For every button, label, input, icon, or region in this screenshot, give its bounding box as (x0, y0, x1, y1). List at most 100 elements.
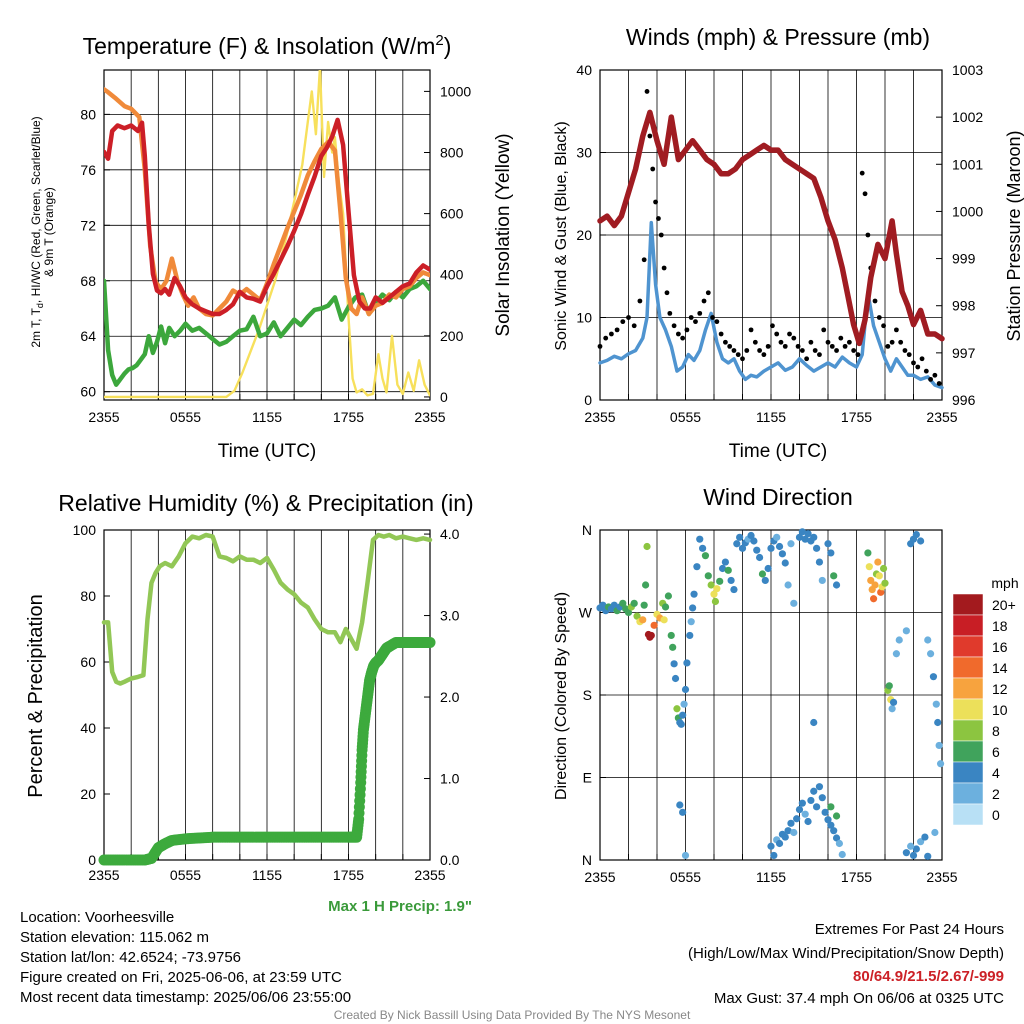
gust-point (705, 290, 711, 296)
gust-point (661, 265, 667, 271)
wind-direction-point (804, 817, 812, 826)
humidity-title: Relative Humidity (%) & Precipitation (i… (58, 490, 473, 516)
gust-point (693, 319, 698, 325)
wind-direction-point (670, 660, 678, 668)
legend-swatch (952, 593, 984, 616)
wind-direction-point (875, 572, 883, 580)
wind-direction-xtick-label: 2355 (926, 869, 957, 885)
wind-direction-ytick-label: S (583, 687, 592, 703)
wind-direction-point (813, 803, 821, 811)
wind-direction-point (879, 564, 888, 573)
wind-direction-point (881, 579, 889, 587)
wind-direction-point (835, 839, 844, 848)
pressure-line (597, 109, 945, 347)
winds-xtick-label: 1755 (841, 409, 872, 425)
wind-direction-point (931, 828, 939, 837)
wind-direction-point (801, 535, 809, 543)
winds-xtick-label: 0555 (670, 409, 701, 425)
legend-swatch (952, 677, 984, 700)
wind-direction-point (778, 550, 787, 558)
wind-direction-point (895, 636, 903, 644)
wind-direction-point (767, 544, 775, 552)
gust-point (791, 335, 797, 341)
gust-point (834, 348, 839, 353)
wind-direction-point (727, 576, 735, 585)
wind-direction-point (718, 564, 727, 573)
legend-label: 20+ (992, 597, 1016, 613)
legend-label: 4 (992, 765, 1000, 781)
wind-direction-point (701, 552, 710, 560)
gust-point (829, 343, 835, 349)
gust-point (641, 257, 647, 263)
wind-direction-point (642, 581, 650, 589)
wind-direction-point (821, 808, 829, 816)
humidity-panel: Relative Humidity (%) & Precipitation (i… (25, 490, 474, 915)
wind-direction-point (815, 783, 824, 791)
humidity-ytick-label: 60 (80, 654, 96, 670)
wind-direction-point (912, 845, 920, 853)
gust-point (644, 89, 650, 94)
wind-direction-point (781, 833, 789, 841)
gust-point (774, 331, 780, 337)
wind-direction-point (683, 659, 691, 667)
wind-direction-point (679, 808, 687, 816)
humidity-ytick-label: 80 (80, 588, 96, 604)
gust-point (761, 352, 767, 358)
legend-label: 8 (992, 723, 1000, 739)
wind-direction-point (924, 852, 932, 860)
wind-direction-point (810, 787, 818, 795)
gust-point (821, 327, 827, 333)
gust-point (656, 216, 661, 221)
wind-direction-point (917, 838, 925, 846)
legend-label: 16 (992, 639, 1008, 655)
wind-direction-point (647, 631, 655, 640)
gust-point (885, 343, 891, 349)
sonic-wind-line (598, 220, 944, 390)
wind-direction-xtick-label: 1755 (841, 869, 872, 885)
legend-swatch (952, 719, 984, 742)
wind-direction-point (807, 796, 815, 805)
wind-direction-point (798, 799, 806, 807)
wind-direction-point (824, 540, 832, 548)
svg-text:2m T, Td, HI/WC (Red, Green, S: 2m T, Td, HI/WC (Red, Green, Scarlet/Blu… (29, 116, 45, 347)
winds-y2tick-label: 1002 (952, 109, 983, 125)
gust-point (650, 166, 656, 172)
wind-direction-point (624, 608, 633, 617)
wind-direction-ylabel: Direction (Colored By Speed) (553, 592, 570, 800)
wind-direction-point (724, 566, 732, 574)
humidity-y2tick-label: 1.0 (440, 771, 460, 787)
winds-y2tick-label: 1001 (952, 156, 983, 172)
wind-direction-point (633, 612, 641, 620)
wind-direction-point (677, 720, 685, 728)
extremes-subtitle: (High/Low/Max Wind/Precipitation/Snow De… (688, 945, 1004, 962)
gust-point (675, 331, 681, 337)
wind-direction-point (681, 685, 690, 694)
winds-xtick-label: 2355 (584, 409, 615, 425)
wind-direction-point (787, 540, 795, 548)
wind-direction-point (790, 828, 798, 837)
gust-point (911, 360, 916, 366)
wind-direction-point (832, 834, 841, 842)
legend-swatch (952, 656, 984, 679)
wind-direction-point (680, 700, 688, 708)
wind-direction-point (707, 581, 715, 589)
gust-point (804, 356, 810, 362)
gust-point (614, 327, 620, 333)
wind-direction-point (932, 700, 940, 708)
legend-swatch (952, 740, 984, 763)
gust-point (812, 348, 818, 353)
wind-direction-point (689, 604, 697, 612)
gust-point (919, 356, 925, 362)
wind-direction-point (832, 812, 841, 820)
wind-direction-point (781, 559, 789, 567)
gust-point (647, 133, 653, 139)
wind-direction-point (650, 621, 658, 629)
wind-direction-point (832, 581, 841, 589)
gust-point (723, 339, 728, 345)
gust-point (688, 315, 694, 320)
wind-direction-point (690, 590, 698, 598)
winds-panel: Winds (mph) & Pressure (mb) Time (UTC) S… (553, 24, 1024, 462)
temperature-xtick-label: 2355 (414, 409, 445, 425)
wind-direction-ytick-label: W (579, 605, 593, 621)
gust-point (597, 343, 603, 349)
